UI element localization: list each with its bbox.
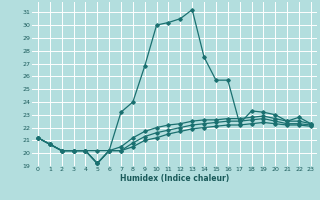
X-axis label: Humidex (Indice chaleur): Humidex (Indice chaleur) xyxy=(120,174,229,183)
